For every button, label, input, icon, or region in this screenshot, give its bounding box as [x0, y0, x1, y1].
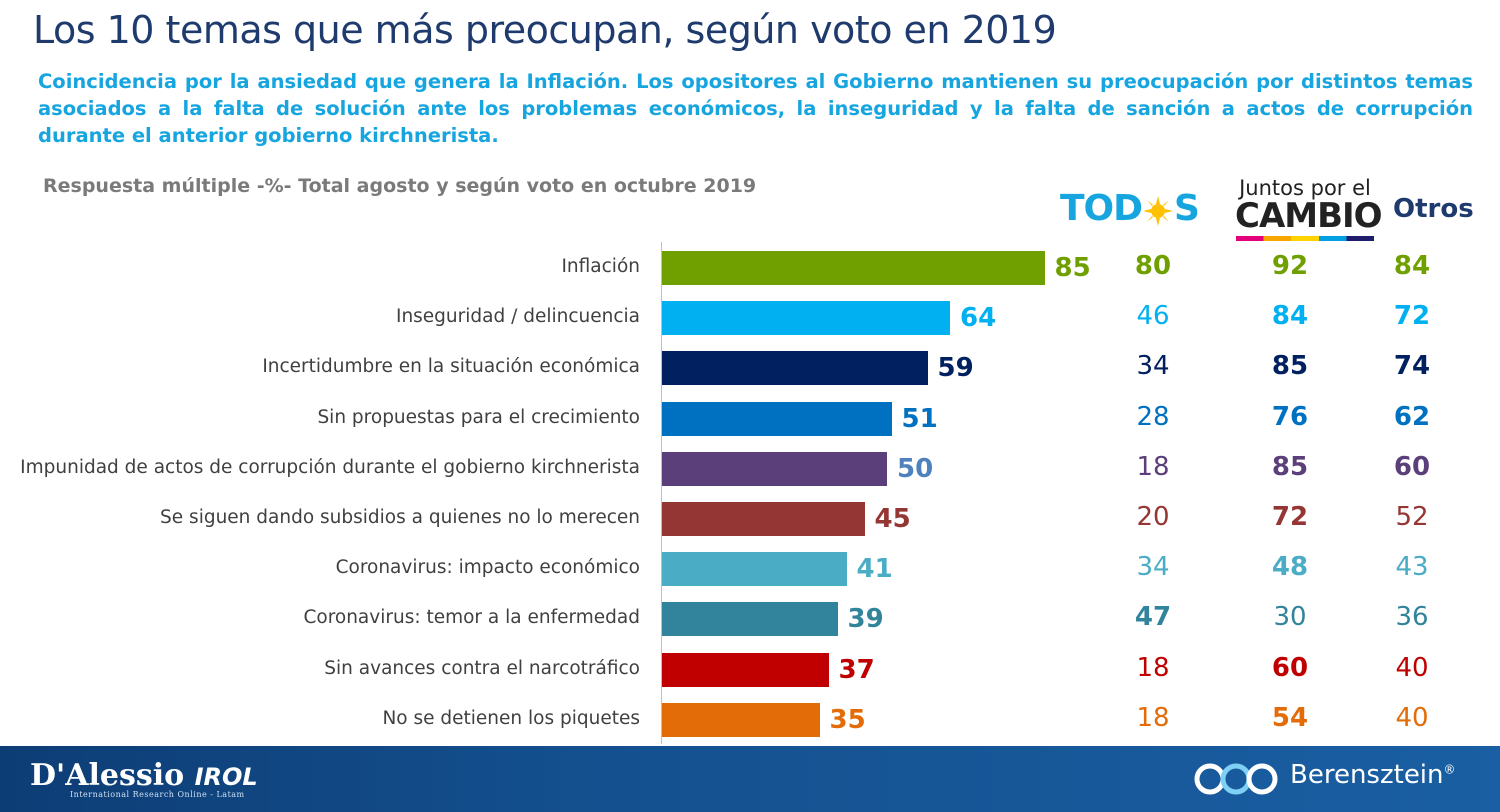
- table-cell: 18: [1136, 652, 1170, 683]
- juntos-logo-line1: Juntos por el: [1239, 176, 1371, 200]
- table-cell: 85: [1271, 351, 1309, 382]
- page-title: Los 10 temas que más preocupan, según vo…: [33, 8, 1057, 52]
- table-cell: 72: [1393, 301, 1431, 332]
- table-cell: 34: [1136, 552, 1170, 583]
- bar: [662, 251, 1045, 285]
- category-label: Inflación: [561, 256, 640, 277]
- todos-logo-text-b: S: [1174, 188, 1200, 229]
- juntos-logo: Juntos por el CAMBIO: [1235, 176, 1383, 241]
- category-label: Inseguridad / delincuencia: [395, 306, 640, 328]
- category-label: No se detienen los piquetes: [382, 707, 640, 729]
- table-cell: 40: [1395, 702, 1429, 733]
- bar-value-label: 37: [838, 654, 875, 685]
- bar: [662, 702, 820, 737]
- table-cell: 52: [1395, 502, 1429, 532]
- bar-value-label: 85: [1054, 253, 1091, 283]
- table-cell: 84: [1393, 251, 1431, 281]
- table-cell: 20: [1136, 502, 1170, 532]
- table-cell: 34: [1136, 351, 1170, 382]
- bar: [662, 552, 847, 587]
- sun-icon: [1143, 194, 1174, 226]
- table-cell: 74: [1393, 351, 1431, 382]
- table-cell: 54: [1271, 702, 1309, 733]
- berensztein-logo-text: Berensztein: [1290, 760, 1444, 790]
- bar-value-label: 51: [901, 403, 938, 434]
- berensztein-logo-icon: [1194, 763, 1278, 795]
- chart-note: Respuesta múltiple -%- Total agosto y se…: [43, 175, 757, 197]
- table-cell: 43: [1395, 552, 1429, 583]
- table-cell: 36: [1395, 602, 1429, 633]
- table-cell: 84: [1271, 301, 1309, 332]
- table-cell: 48: [1271, 552, 1309, 583]
- table-cell: 47: [1134, 602, 1172, 633]
- otros-header: Otros: [1393, 194, 1474, 224]
- bar: [662, 602, 838, 637]
- table-cell: 80: [1134, 251, 1172, 281]
- dalessio-logo-text: D'Alessio: [30, 758, 185, 793]
- juntos-logo-stripe: [1236, 236, 1374, 241]
- table-cell: 18: [1136, 451, 1170, 482]
- category-label: Se siguen dando subsidios a quienes no l…: [160, 507, 640, 528]
- table-cell: 92: [1271, 251, 1309, 281]
- category-label: Impunidad de actos de corrupción durante…: [20, 456, 640, 478]
- bar: [662, 351, 928, 386]
- bar: [662, 301, 950, 336]
- bar: [662, 652, 829, 687]
- registered-mark: ®: [1443, 762, 1456, 777]
- table-cell: 46: [1136, 301, 1170, 332]
- bar: [662, 401, 892, 436]
- category-label: Coronavirus: temor a la enfermedad: [303, 607, 640, 629]
- bar: [662, 451, 887, 486]
- table-cell: 85: [1271, 451, 1309, 482]
- category-label: Incertidumbre en la situación económica: [262, 356, 640, 378]
- bar-value-label: 64: [960, 303, 997, 334]
- category-label: Sin propuestas para el crecimiento: [317, 406, 640, 428]
- todos-logo-text-a: TOD: [1060, 188, 1143, 229]
- table-cell: 18: [1136, 702, 1170, 733]
- juntos-logo-line2: CAMBIO: [1235, 196, 1383, 236]
- table-cell: 62: [1393, 401, 1431, 432]
- table-cell: 30: [1273, 602, 1307, 633]
- berensztein-logo: Berensztein®: [1290, 760, 1456, 790]
- bar: [662, 502, 865, 536]
- table-cell: 40: [1395, 652, 1429, 683]
- todos-logo: TOD S: [1060, 188, 1200, 229]
- bar-value-label: 41: [856, 554, 893, 585]
- category-label: Sin avances contra el narcotráfico: [324, 657, 640, 679]
- irol-logo-text: IROL: [194, 763, 258, 791]
- table-cell: 60: [1393, 451, 1431, 482]
- bar-value-label: 50: [897, 453, 934, 484]
- category-label: Coronavirus: impacto económico: [335, 557, 640, 579]
- bar-value-label: 39: [847, 604, 884, 635]
- chart-axis: [661, 242, 662, 744]
- bar-value-label: 45: [874, 504, 911, 534]
- subtitle: Coincidencia por la ansiedad que genera …: [38, 70, 1473, 147]
- bar-value-label: 35: [829, 704, 866, 735]
- table-cell: 76: [1271, 401, 1309, 432]
- table-cell: 60: [1271, 652, 1309, 683]
- dalessio-logo-subtitle: International Research Online - Latam: [70, 790, 245, 799]
- bar-value-label: 59: [937, 353, 974, 384]
- table-cell: 28: [1136, 401, 1170, 432]
- dalessio-logo: D'Alessio IROL: [30, 758, 258, 793]
- table-cell: 72: [1271, 502, 1309, 532]
